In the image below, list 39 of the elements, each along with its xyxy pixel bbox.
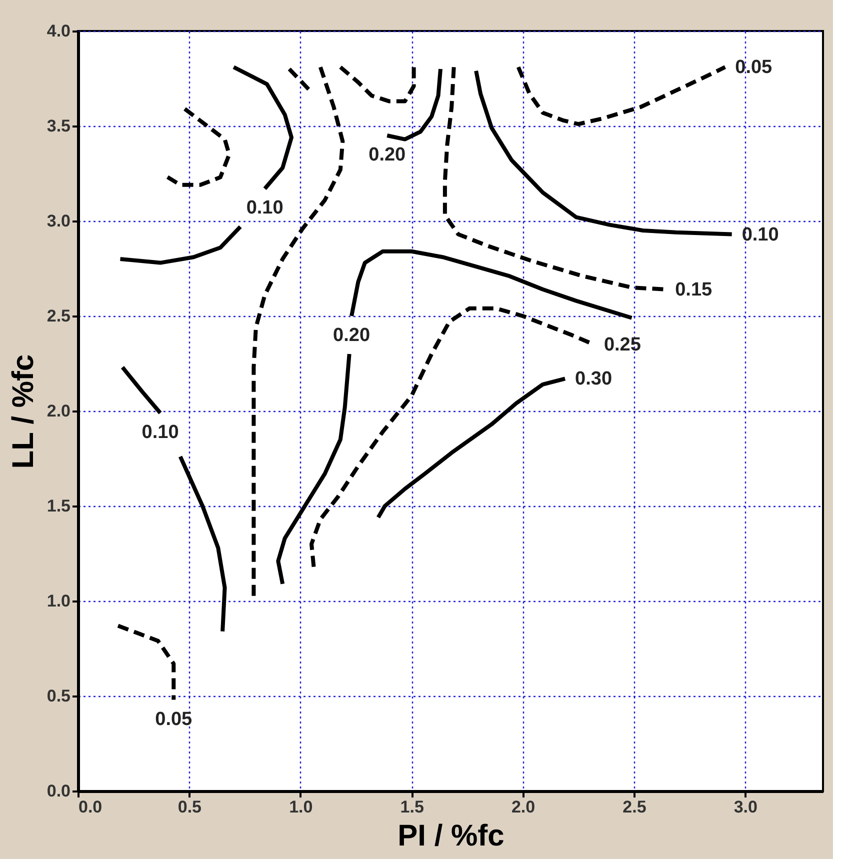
series-label: 0.10 — [142, 422, 179, 443]
series-label: 0.20 — [368, 144, 406, 166]
y-tick-label: 2.0 — [46, 402, 70, 420]
series-label: 0.10 — [742, 224, 779, 246]
line-series — [385, 67, 442, 142]
line-series — [516, 65, 728, 126]
x-tick-label: 1.5 — [400, 798, 424, 816]
x-tick-label: 1.0 — [289, 798, 313, 816]
line-series — [276, 352, 352, 586]
y-tick-label: 1.0 — [46, 592, 70, 610]
line-series — [116, 624, 176, 702]
x-axis-title: PI / %fc — [398, 820, 504, 852]
y-axis-title: LL / %fc — [6, 354, 40, 469]
line-series — [118, 224, 242, 265]
x-tick-label: 3.0 — [734, 798, 758, 816]
x-tick-label: 0.0 — [78, 798, 102, 816]
series-label: 0.15 — [675, 279, 713, 300]
line-series — [232, 65, 294, 191]
x-tick-label: 2.0 — [511, 798, 536, 816]
series-label: 0.05 — [155, 708, 193, 730]
series-label: 0.05 — [735, 57, 773, 78]
series-label: 0.30 — [575, 368, 612, 390]
line-series — [376, 376, 568, 520]
line-series — [474, 68, 734, 236]
x-tick-label: 2.5 — [622, 798, 646, 816]
line-series — [350, 249, 634, 320]
x-tick-label: 0.5 — [178, 798, 202, 816]
y-tick-label: 3.5 — [46, 116, 70, 136]
y-tick-label: 0.5 — [46, 686, 70, 706]
y-tick-label: 3.0 — [46, 212, 70, 230]
series-label: 0.10 — [246, 198, 284, 219]
series-label: 0.20 — [333, 325, 370, 346]
y-tick-label: 4.0 — [46, 22, 70, 40]
series-label: 0.25 — [604, 334, 642, 356]
y-tick-label: 1.5 — [46, 496, 70, 516]
line-series — [178, 454, 227, 634]
y-tick-label: 2.5 — [46, 306, 70, 326]
y-tick-label: 0.0 — [46, 782, 70, 800]
line-series — [338, 65, 416, 104]
